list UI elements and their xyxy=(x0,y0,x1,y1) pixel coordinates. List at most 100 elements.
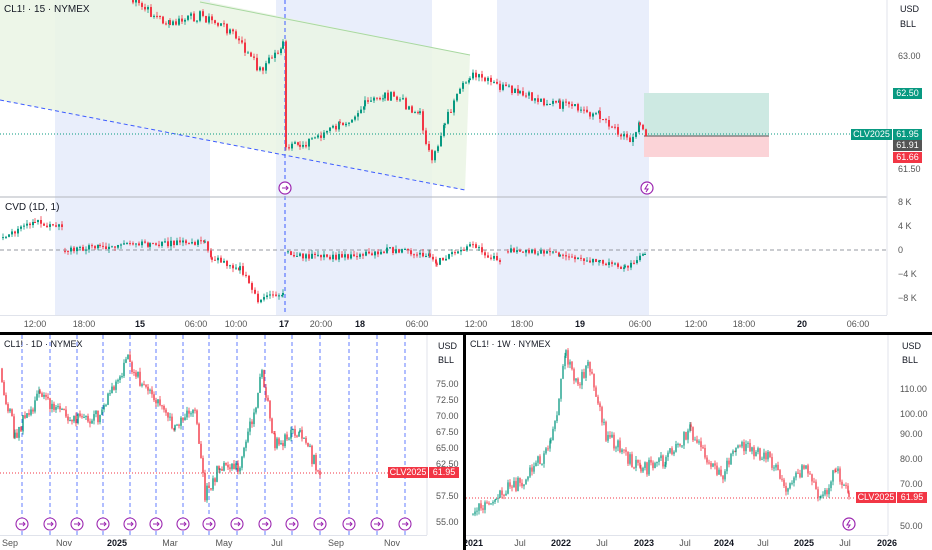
candle xyxy=(665,457,667,465)
candle xyxy=(323,254,325,258)
daily-chart-pane[interactable]: CL1! · 1D · NYMEX USD BLL 75.00 72.50 70.0… xyxy=(0,335,463,550)
weekly-price-tick: 90.00 xyxy=(900,429,923,439)
candle xyxy=(187,15,189,20)
candle xyxy=(528,92,530,96)
daily-markers xyxy=(15,517,412,531)
daily-time-tick: Sep xyxy=(327,538,344,548)
candle xyxy=(307,442,309,447)
candle xyxy=(783,479,785,486)
weekly-price-axis[interactable]: 110.00 100.00 90.00 80.00 70.00 50.00 xyxy=(888,335,932,535)
candle xyxy=(135,243,137,245)
candle xyxy=(298,431,300,437)
time-tick: 18 xyxy=(354,319,365,329)
candle xyxy=(311,445,313,464)
candle xyxy=(478,74,480,78)
candle xyxy=(540,98,542,102)
target-zone[interactable] xyxy=(644,93,769,136)
candle xyxy=(194,242,196,245)
candle xyxy=(357,113,359,117)
main-chart-canvas[interactable] xyxy=(0,0,932,332)
daily-price-tick: 70.00 xyxy=(436,411,459,421)
candle xyxy=(552,428,554,441)
candle xyxy=(488,503,490,505)
candle xyxy=(775,464,777,468)
weekly-flash-icon[interactable] xyxy=(842,517,856,531)
candle xyxy=(335,125,337,130)
flash-marker-icon[interactable] xyxy=(640,181,654,195)
candle xyxy=(114,246,116,248)
candle xyxy=(239,467,241,472)
daily-price-tick: 65.00 xyxy=(436,443,459,453)
candle xyxy=(268,57,270,64)
candle xyxy=(552,251,554,253)
candle xyxy=(447,111,449,124)
candle xyxy=(537,456,539,463)
candle xyxy=(734,450,736,452)
candle xyxy=(299,429,301,432)
pane-divider-vertical[interactable] xyxy=(463,335,466,550)
candle xyxy=(335,254,337,260)
candle xyxy=(496,81,498,84)
stop-zone[interactable] xyxy=(644,136,769,157)
daily-time-axis[interactable]: Sep Nov 2025 Mar May Jul Sep Nov xyxy=(0,535,427,550)
candle xyxy=(247,52,249,54)
candle xyxy=(453,100,455,113)
weekly-unit-label[interactable]: BLL xyxy=(902,355,919,365)
candle xyxy=(217,257,219,261)
candle xyxy=(633,467,635,469)
candle xyxy=(288,147,290,149)
candle xyxy=(501,490,503,495)
candle xyxy=(55,407,57,410)
candle xyxy=(239,266,241,271)
candle xyxy=(554,421,556,429)
candle xyxy=(226,23,228,34)
candle xyxy=(292,429,294,431)
weekly-currency-label[interactable]: USD xyxy=(902,341,922,351)
candle xyxy=(757,448,759,452)
session-marker-icon[interactable] xyxy=(278,181,292,195)
daily-price-axis[interactable]: 75.00 72.50 70.00 67.50 65.00 62.50 57.50 55.00 xyxy=(427,335,463,535)
candle xyxy=(648,459,650,475)
pane-divider-horizontal[interactable] xyxy=(0,332,932,335)
candle xyxy=(185,240,187,244)
candle xyxy=(513,248,515,253)
candle xyxy=(127,354,129,360)
candle xyxy=(344,254,346,258)
candle xyxy=(621,449,623,453)
time-axis[interactable]: 12:00 18:00 15 06:00 10:00 17 20:00 18 06:00 12:0… xyxy=(0,315,887,332)
cvd-indicator-title[interactable]: CVD (1D, 1) xyxy=(5,202,60,213)
candle xyxy=(190,13,192,16)
price-tick: 61.50 xyxy=(898,164,921,174)
candle xyxy=(407,248,409,251)
candle xyxy=(317,254,319,256)
candle xyxy=(229,467,231,469)
candle xyxy=(374,251,376,256)
candle xyxy=(123,243,125,245)
weekly-chart-canvas[interactable] xyxy=(466,335,932,550)
unit-label[interactable]: BLL xyxy=(900,19,917,29)
candle xyxy=(549,251,551,253)
candle xyxy=(462,82,464,89)
candle xyxy=(58,224,60,227)
main-chart-pane[interactable]: CL1! · 15 · NYMEX CVD (1D, 1) USD BLL 63… xyxy=(0,0,932,332)
candle xyxy=(339,121,341,123)
candle xyxy=(505,84,507,87)
arrow-icon xyxy=(374,521,381,527)
candle xyxy=(284,434,286,447)
candle xyxy=(660,455,662,459)
currency-label[interactable]: USD xyxy=(900,4,920,14)
daily-unit-label[interactable]: BLL xyxy=(438,355,455,365)
daily-chart-canvas[interactable] xyxy=(0,335,463,550)
weekly-chart-pane[interactable]: CL1! · 1W · NYMEX USD BLL 110.00 100.00 90… xyxy=(466,335,932,550)
candle xyxy=(371,253,373,256)
candle xyxy=(497,497,499,499)
daily-currency-label[interactable]: USD xyxy=(438,341,458,351)
candle xyxy=(710,463,712,467)
candle xyxy=(706,457,708,463)
candle xyxy=(599,403,601,408)
candle xyxy=(132,243,134,245)
candle xyxy=(188,243,190,245)
candle xyxy=(204,241,206,243)
candle xyxy=(217,23,219,26)
weekly-time-axis[interactable]: 2021 Jul 2022 Jul 2023 Jul 2024 Jul 2025 Jul 2026 xyxy=(466,535,897,550)
